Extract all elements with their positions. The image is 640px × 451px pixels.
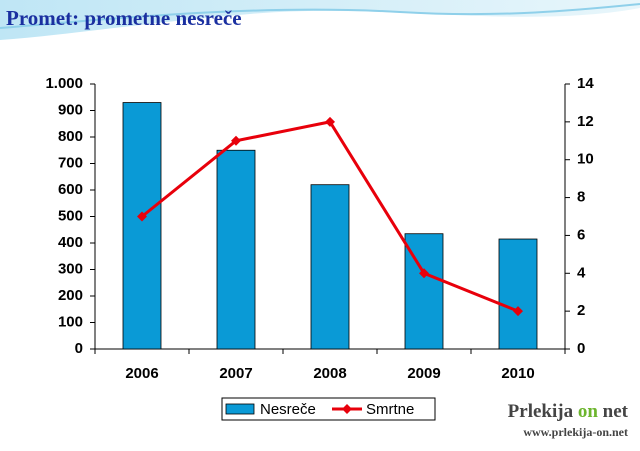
slide-title: Promet: prometne nesreče: [6, 6, 242, 30]
y-tick-label: 900: [58, 101, 83, 118]
x-tick-label: 2008: [313, 365, 346, 382]
y-tick-label: 500: [58, 207, 83, 224]
y-tick-label: 1.000: [45, 75, 83, 92]
y2-tick-label: 2: [577, 302, 585, 319]
x-tick-label: 2007: [219, 365, 252, 382]
watermark-brand: Prlekija on net: [508, 401, 629, 422]
y2-tick-label: 6: [577, 226, 585, 243]
line-marker: [137, 211, 147, 222]
y-tick-label: 300: [58, 260, 83, 277]
line-marker: [513, 306, 523, 317]
legend-marker: [342, 404, 352, 414]
y-tick-label: 0: [75, 340, 83, 357]
bar: [216, 149, 256, 350]
y2-tick-label: 10: [577, 151, 594, 168]
watermark-url: www.prlekija-on.net: [523, 425, 628, 439]
y-tick-label: 600: [58, 181, 83, 198]
y2-tick-label: 4: [577, 264, 586, 281]
y2-tick-label: 12: [577, 113, 594, 130]
line-marker: [325, 116, 335, 127]
legend-label: Nesreče: [260, 401, 316, 418]
y-tick-label: 100: [58, 313, 83, 330]
x-tick-label: 2006: [125, 365, 158, 382]
y2-tick-label: 0: [577, 340, 585, 357]
legend-swatch: [225, 403, 255, 415]
y-tick-label: 700: [58, 154, 83, 171]
line-marker: [231, 135, 241, 146]
x-tick-label: 2009: [407, 365, 440, 382]
bar: [310, 184, 350, 350]
header-wave-line: [0, 3, 640, 29]
header-wave: [0, 0, 640, 40]
legend-box: [221, 397, 436, 421]
line-marker: [419, 268, 429, 279]
bar: [498, 238, 538, 350]
y-tick-label: 800: [58, 128, 83, 145]
y2-tick-label: 8: [577, 189, 585, 206]
legend-label: Smrtne: [366, 401, 414, 418]
bar: [122, 102, 162, 350]
y2-tick-label: 14: [577, 75, 594, 92]
y-tick-label: 400: [58, 234, 83, 251]
y-tick-label: 200: [58, 287, 83, 304]
x-tick-label: 2010: [501, 365, 534, 382]
